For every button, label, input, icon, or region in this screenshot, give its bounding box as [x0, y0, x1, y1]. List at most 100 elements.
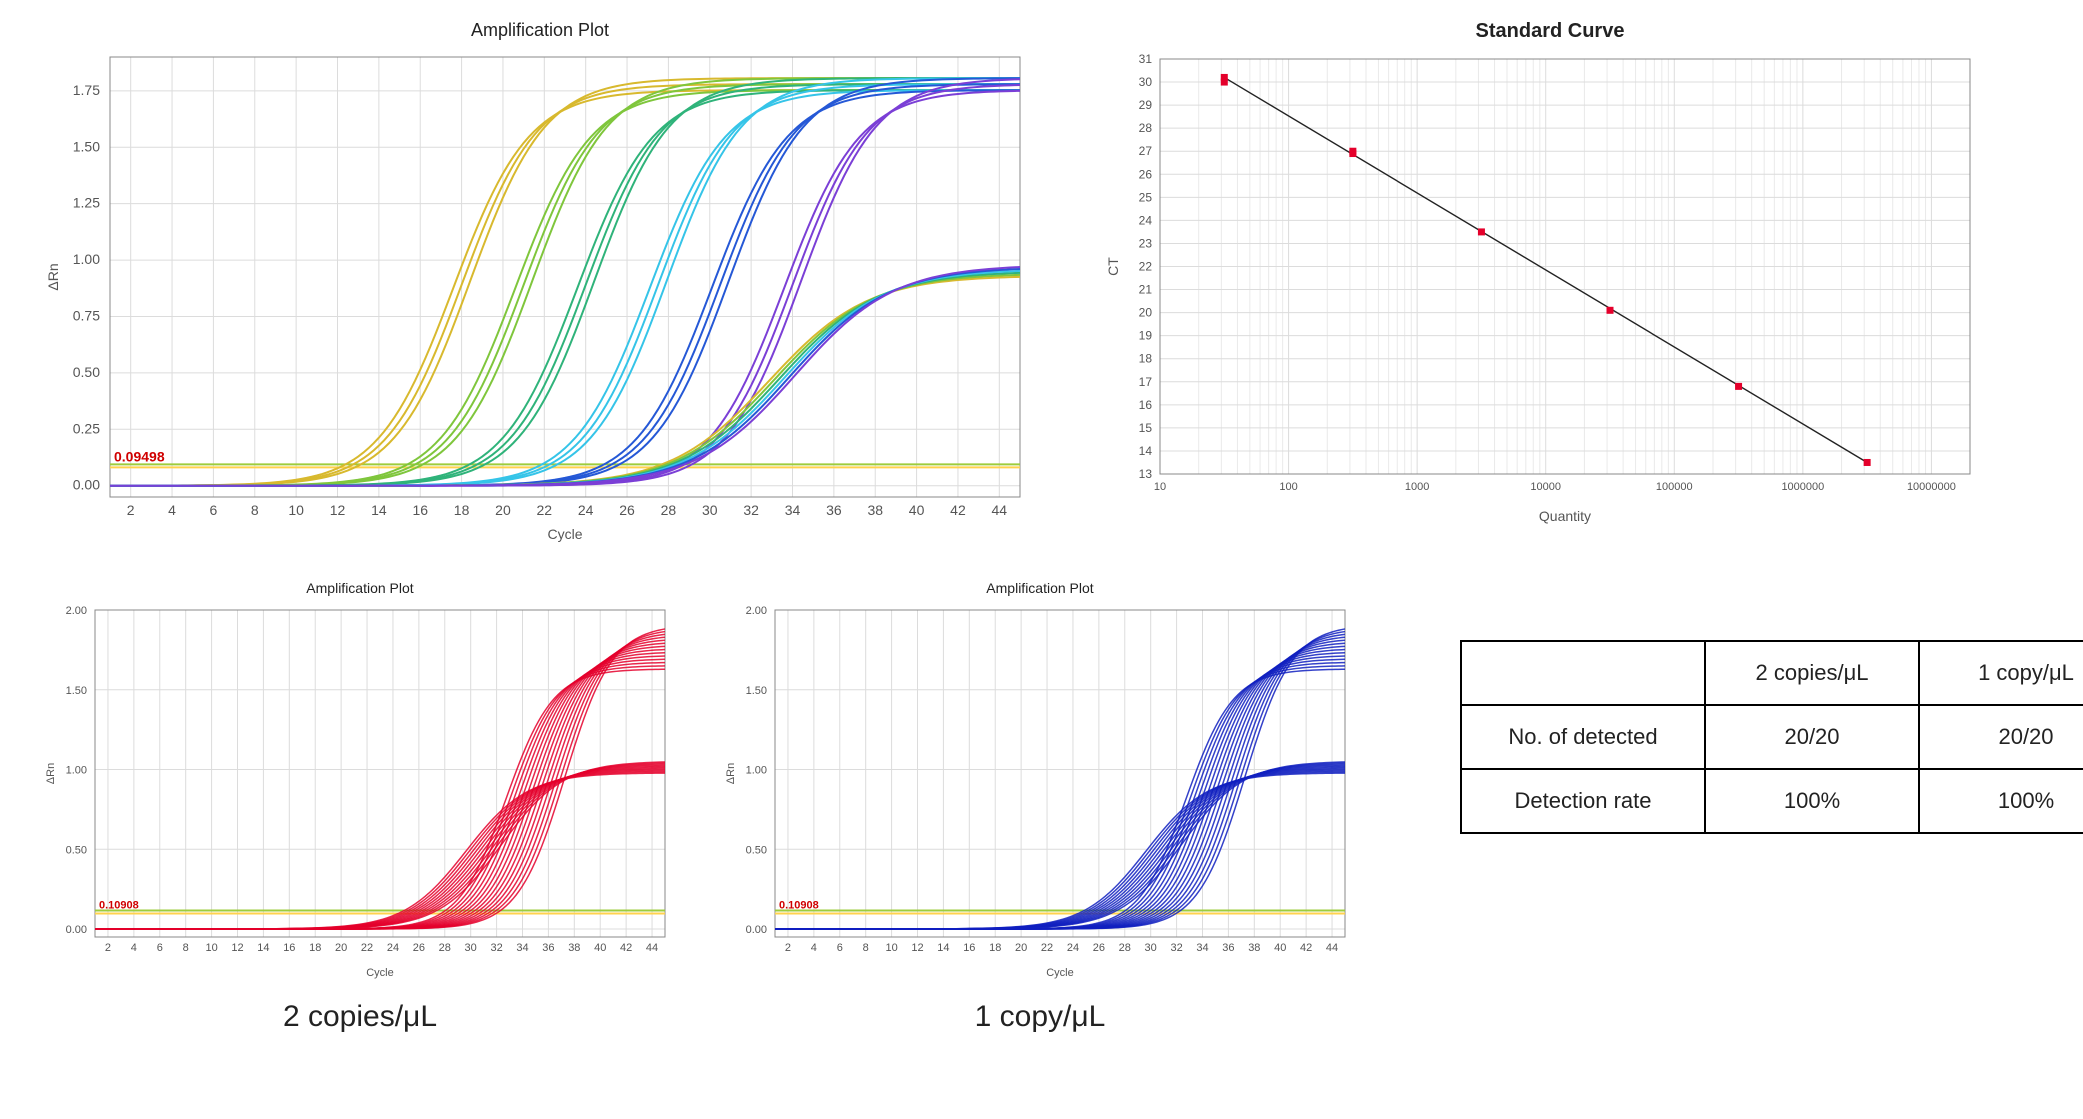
svg-text:14: 14	[937, 942, 949, 954]
svg-text:14: 14	[257, 942, 269, 954]
svg-text:30: 30	[1145, 942, 1157, 954]
svg-text:36: 36	[1222, 942, 1234, 954]
svg-text:26: 26	[1093, 942, 1105, 954]
svg-text:8: 8	[863, 942, 869, 954]
svg-text:42: 42	[1300, 942, 1312, 954]
svg-text:19: 19	[1139, 329, 1153, 343]
svg-text:24: 24	[387, 942, 399, 954]
svg-text:12: 12	[330, 502, 346, 518]
svg-text:Cycle: Cycle	[366, 967, 394, 979]
svg-text:32: 32	[490, 942, 502, 954]
svg-text:24: 24	[1139, 213, 1153, 227]
svg-text:1.00: 1.00	[746, 765, 767, 777]
amp-two-caption: 2 copies/μL	[283, 1000, 437, 1034]
svg-text:0.75: 0.75	[73, 307, 100, 323]
svg-text:13: 13	[1139, 467, 1153, 481]
svg-text:16: 16	[283, 942, 295, 954]
bottom-row: Amplification Plot 0.1090824681012141618…	[40, 580, 2043, 1080]
amp-two-title: Amplification Plot	[306, 580, 413, 596]
amp-one-container: Amplification Plot 0.1090824681012141618…	[720, 580, 1360, 1034]
svg-text:25: 25	[1139, 190, 1153, 204]
svg-text:ΔRn: ΔRn	[45, 263, 61, 290]
std-curve-title: Standard Curve	[1100, 20, 2000, 43]
detect-table-container: 2 copies/μL1 copy/μLNo. of detected20/20…	[1460, 640, 2083, 834]
detect-table: 2 copies/μL1 copy/μLNo. of detected20/20…	[1460, 640, 2083, 834]
svg-text:Cycle: Cycle	[1046, 967, 1074, 979]
svg-text:100000: 100000	[1656, 481, 1693, 493]
amp-main-container: Amplification Plot 0.0949824681012141618…	[40, 20, 1040, 550]
svg-text:8: 8	[183, 942, 189, 954]
table-header: 2 copies/μL	[1705, 641, 1919, 705]
std-curve-container: Standard Curve 1314151617181920212223242…	[1100, 20, 2000, 550]
svg-text:0.50: 0.50	[66, 844, 87, 856]
std-curve-chart: 1314151617181920212223242526272829303110…	[1100, 49, 2000, 529]
svg-text:28: 28	[1119, 942, 1131, 954]
svg-text:40: 40	[594, 942, 606, 954]
amp-two-chart: 0.10908246810121416182022242628303234363…	[40, 602, 680, 982]
svg-text:30: 30	[465, 942, 477, 954]
svg-text:0.25: 0.25	[73, 420, 100, 436]
svg-text:1.50: 1.50	[746, 685, 767, 697]
svg-text:0.00: 0.00	[746, 924, 767, 936]
svg-text:20: 20	[495, 502, 511, 518]
svg-text:27: 27	[1139, 144, 1153, 158]
svg-text:32: 32	[1170, 942, 1182, 954]
svg-text:26: 26	[619, 502, 635, 518]
svg-text:26: 26	[1139, 167, 1153, 181]
svg-text:2.00: 2.00	[746, 605, 767, 617]
svg-text:4: 4	[168, 502, 176, 518]
svg-text:ΔRn: ΔRn	[725, 763, 737, 784]
svg-text:4: 4	[811, 942, 817, 954]
svg-text:16: 16	[963, 942, 975, 954]
svg-text:38: 38	[568, 942, 580, 954]
svg-text:34: 34	[1196, 942, 1208, 954]
svg-text:0.00: 0.00	[73, 477, 100, 493]
svg-text:1.00: 1.00	[73, 251, 100, 267]
svg-text:10: 10	[288, 502, 304, 518]
table-cell: 20/20	[1705, 705, 1919, 769]
page-root: Amplification Plot 0.0949824681012141618…	[0, 0, 2083, 1119]
row-header: Detection rate	[1461, 769, 1705, 833]
svg-text:24: 24	[578, 502, 594, 518]
svg-text:20: 20	[1015, 942, 1027, 954]
svg-text:10: 10	[1154, 481, 1166, 493]
svg-text:28: 28	[1139, 121, 1153, 135]
svg-text:0.10908: 0.10908	[779, 899, 819, 911]
svg-text:8: 8	[251, 502, 259, 518]
svg-text:1000000: 1000000	[1781, 481, 1824, 493]
svg-text:30: 30	[1139, 75, 1153, 89]
svg-text:1.75: 1.75	[73, 82, 100, 98]
svg-text:0.00: 0.00	[66, 924, 87, 936]
table-row: No. of detected20/2020/20	[1461, 705, 2083, 769]
svg-text:6: 6	[210, 502, 218, 518]
table-cell: 100%	[1919, 769, 2083, 833]
svg-text:40: 40	[909, 502, 925, 518]
svg-text:2: 2	[105, 942, 111, 954]
svg-text:2: 2	[127, 502, 135, 518]
amp-main-title: Amplification Plot	[40, 20, 1040, 41]
svg-text:29: 29	[1139, 98, 1153, 112]
svg-text:16: 16	[412, 502, 428, 518]
svg-text:22: 22	[1139, 260, 1153, 274]
svg-text:14: 14	[1139, 444, 1153, 458]
svg-text:1.00: 1.00	[66, 765, 87, 777]
row-header: No. of detected	[1461, 705, 1705, 769]
amp-two-container: Amplification Plot 0.1090824681012141618…	[40, 580, 680, 1034]
svg-text:10000000: 10000000	[1907, 481, 1956, 493]
svg-text:0.09498: 0.09498	[114, 448, 165, 464]
svg-text:20: 20	[1139, 306, 1153, 320]
svg-text:34: 34	[516, 942, 528, 954]
amp-one-caption: 1 copy/μL	[975, 1000, 1106, 1034]
svg-text:28: 28	[439, 942, 451, 954]
svg-text:10: 10	[205, 942, 217, 954]
svg-text:10000: 10000	[1530, 481, 1561, 493]
svg-text:ΔRn: ΔRn	[45, 763, 57, 784]
svg-text:10: 10	[885, 942, 897, 954]
amp-one-chart: 0.10908246810121416182022242628303234363…	[720, 602, 1360, 982]
svg-text:36: 36	[826, 502, 842, 518]
table-header: 1 copy/μL	[1919, 641, 2083, 705]
svg-text:1.50: 1.50	[73, 138, 100, 154]
svg-text:40: 40	[1274, 942, 1286, 954]
svg-text:32: 32	[743, 502, 759, 518]
svg-text:Quantity: Quantity	[1539, 508, 1591, 524]
